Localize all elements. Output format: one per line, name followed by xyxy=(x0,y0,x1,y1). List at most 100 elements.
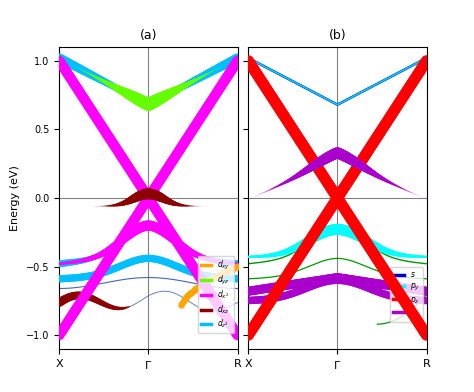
Point xyxy=(307,236,315,242)
Point xyxy=(345,155,353,162)
Point xyxy=(346,229,353,235)
Point xyxy=(263,303,271,309)
Point xyxy=(108,252,115,258)
Point xyxy=(80,292,87,299)
Point xyxy=(416,287,423,293)
Point xyxy=(96,252,103,258)
Point xyxy=(150,98,158,105)
Point xyxy=(420,288,428,294)
Point xyxy=(115,149,122,155)
Point xyxy=(272,251,279,258)
Point xyxy=(141,201,148,207)
Point xyxy=(397,292,404,298)
Point xyxy=(418,297,425,303)
Point xyxy=(383,248,391,254)
Point xyxy=(207,257,214,263)
Point xyxy=(264,252,272,259)
Point xyxy=(127,222,135,228)
Point xyxy=(341,276,349,282)
Point xyxy=(191,77,199,83)
Point xyxy=(390,281,397,287)
Point xyxy=(92,74,100,80)
Point xyxy=(174,86,182,93)
Point xyxy=(220,259,228,265)
Point xyxy=(217,64,224,70)
Point xyxy=(122,90,129,96)
Point xyxy=(231,260,239,267)
Point xyxy=(170,262,178,268)
Point xyxy=(219,275,227,281)
Point xyxy=(182,296,190,302)
Point xyxy=(354,160,361,167)
Point xyxy=(157,213,164,220)
Point xyxy=(193,203,201,209)
Point xyxy=(325,208,333,214)
Point xyxy=(266,252,273,259)
Point xyxy=(191,250,198,257)
Point xyxy=(80,67,87,74)
Point xyxy=(210,274,218,281)
Point xyxy=(163,92,171,98)
Point xyxy=(379,290,386,297)
Point xyxy=(228,203,235,209)
Point xyxy=(331,191,339,198)
Point xyxy=(219,309,226,315)
Point xyxy=(317,220,325,227)
Point xyxy=(179,298,187,305)
Point xyxy=(134,96,142,102)
Point xyxy=(342,208,350,214)
Point xyxy=(218,82,225,89)
Point xyxy=(228,275,235,281)
Point xyxy=(114,242,121,249)
Point xyxy=(362,165,369,172)
Point xyxy=(265,252,273,259)
Point xyxy=(259,310,266,316)
Point xyxy=(150,187,157,194)
Point xyxy=(361,153,369,159)
Point xyxy=(60,260,67,267)
Point xyxy=(304,279,311,285)
Point xyxy=(304,238,312,244)
Point xyxy=(152,183,160,189)
Point xyxy=(185,80,193,87)
Point xyxy=(245,298,252,304)
Point xyxy=(333,194,341,200)
Point xyxy=(301,279,309,286)
Point xyxy=(190,287,198,294)
Point xyxy=(331,227,339,233)
Point xyxy=(59,57,67,63)
Point xyxy=(107,203,114,209)
Point xyxy=(64,275,72,281)
Point xyxy=(272,100,280,107)
Point xyxy=(403,88,410,94)
Point xyxy=(79,93,86,100)
Point xyxy=(226,319,233,326)
Point xyxy=(104,268,111,274)
Point xyxy=(140,99,147,105)
Point xyxy=(167,234,175,240)
Point xyxy=(121,305,128,311)
Point xyxy=(155,179,163,185)
Point xyxy=(129,258,137,265)
Point xyxy=(224,203,231,209)
Point xyxy=(390,294,397,300)
Point xyxy=(218,307,225,313)
Point xyxy=(113,241,120,248)
Point xyxy=(201,203,209,209)
Point xyxy=(314,165,322,171)
Point xyxy=(225,60,232,66)
Point xyxy=(128,93,136,99)
Point xyxy=(380,124,387,130)
Point xyxy=(219,81,226,87)
Point xyxy=(146,101,154,107)
Point xyxy=(155,257,163,263)
Point xyxy=(335,277,343,283)
Point xyxy=(311,162,319,168)
Point xyxy=(284,282,292,289)
Point xyxy=(347,229,355,236)
Point xyxy=(173,238,181,245)
Point xyxy=(109,83,117,89)
Point xyxy=(189,250,197,256)
Point xyxy=(269,252,276,258)
Point xyxy=(127,197,135,203)
